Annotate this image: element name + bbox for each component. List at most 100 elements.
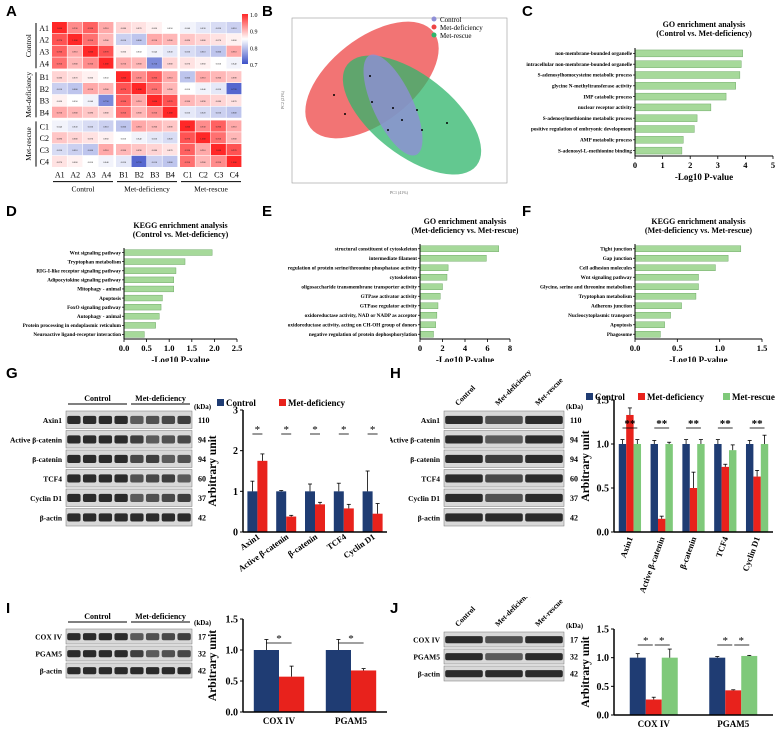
bar-oxidoreductase-activity-nad-or-nadp-as-acceptor	[419, 312, 438, 319]
western-blot-j: Control Met-deficiency Met-rescue (kDa) COX …	[413, 597, 584, 682]
heatmap-cell-value: 0.910	[121, 63, 127, 66]
heatmap-col-label: B2	[135, 171, 144, 180]
heatmap-cell	[147, 57, 162, 69]
heatmap-cell-value: 0.950	[88, 39, 94, 42]
heatmap-cell-value: 0.900	[216, 76, 222, 79]
bar-oligosaccharide-transmembrane-transporter-activity	[419, 283, 443, 290]
chart-subtitle: (Control vs. Met-deficiency)	[133, 230, 229, 239]
heatmap-cell-value: 0.840	[231, 63, 237, 66]
blot-band	[445, 454, 483, 464]
heatmap-cell	[116, 45, 131, 57]
x-tick-label: 4	[743, 160, 748, 170]
category-label: S-adenosylmethionine metabolic process	[543, 116, 632, 122]
heatmap-cell	[67, 94, 83, 106]
heatmap-cell	[98, 144, 114, 156]
bar-cell-adhesion-molecules	[634, 264, 716, 271]
heatmap-cell-value: 0.860	[200, 63, 206, 66]
category-label: PGAM5	[335, 716, 367, 726]
blot-band	[525, 513, 563, 522]
heatmap-cell-value: 0.890	[136, 149, 142, 152]
x-tick-label: 0.0	[630, 343, 641, 353]
heatmap-cell-value: 0.900	[121, 149, 127, 152]
chart-subtitle: (Control vs. Met-deficiency)	[656, 29, 752, 38]
heatmap-cell	[83, 94, 98, 106]
heatmap-cell	[226, 83, 242, 95]
heatmap-cell	[147, 33, 162, 45]
heatmap-cell	[226, 155, 242, 167]
blot-band	[130, 493, 144, 503]
category-label: Cyclin D1	[740, 535, 762, 572]
heatmap-cell-value: 0.800	[72, 88, 78, 91]
heatmap-cell	[98, 22, 114, 34]
x-tick-label: 0.0	[119, 343, 130, 353]
blot-band	[445, 435, 483, 444]
heatmap-cell-value: 0.930	[136, 76, 142, 79]
bar-met-deficiency-catenin	[315, 504, 325, 532]
significance-mark-rescue: *	[659, 635, 665, 647]
heatmap-cell-value: 0.830	[121, 161, 127, 164]
bar-gap-junction	[634, 255, 729, 262]
bar-mitophagy-animal	[123, 285, 174, 293]
heatmap-cell	[195, 83, 211, 95]
heatmap-cell-value: 0.860	[152, 27, 158, 30]
heatmap-cell-value: 0.750	[103, 100, 109, 103]
heatmap-cell-value: 0.820	[88, 126, 94, 129]
blot-band	[82, 667, 97, 675]
panel-letter-c: C	[522, 3, 533, 20]
heatmap-cell-value: 0.960	[88, 27, 94, 30]
heatmap-cell-value: 1.000	[167, 112, 173, 115]
y-tick-label: 1	[233, 487, 238, 498]
heatmap-cell	[211, 106, 226, 118]
heatmap-cell	[162, 22, 178, 34]
panel-letter-i: I	[6, 600, 11, 617]
significance-mark: *	[341, 424, 347, 436]
heatmap-cell-value: 0.960	[185, 149, 191, 152]
significance-mark: *	[276, 633, 282, 645]
category-label: Phagosome	[607, 332, 633, 338]
chart-title: KEGG enrichment analysis	[133, 221, 227, 230]
x-tick-label: 6	[485, 343, 489, 353]
heatmap-row-label: B1	[40, 73, 49, 82]
heatmap-cell-value: 0.960	[152, 76, 158, 79]
bar-met-deficiency-cyclin-d1	[753, 476, 761, 532]
heatmap-cell-value: 0.720	[136, 161, 142, 164]
heatmap-cell	[52, 57, 67, 69]
blot-strip-pgam5	[65, 645, 193, 662]
legend-swatch-control	[586, 393, 593, 400]
heatmap-col-label: B1	[119, 171, 128, 180]
heatmap-cell	[226, 22, 242, 34]
heatmap-cell	[83, 106, 98, 118]
bar-met-rescue-active-catenin	[665, 444, 673, 532]
blot-row-label: β-actin	[418, 670, 441, 679]
blot-kda-value: 94	[198, 435, 206, 444]
heatmap-col-label: B4	[166, 171, 175, 180]
heatmap-cell	[131, 144, 147, 156]
chart-subtitle: (Met-deficiency vs. Met-rescue)	[411, 226, 518, 235]
blot-row-label: β-actin	[40, 667, 63, 676]
heatmap-cell-value: 0.840	[200, 88, 206, 91]
heatmap-cell-value: 0.910	[88, 88, 94, 91]
heatmap-cell	[180, 45, 195, 57]
heatmap-row-label: C4	[40, 158, 49, 167]
heatmap-cell-value: 0.810	[121, 39, 127, 42]
blot-kda-value: 37	[570, 494, 578, 503]
chart-title: GO enrichment analysis	[663, 20, 746, 29]
heatmap-col-label: A2	[70, 171, 80, 180]
heatmap-cell-value: 0.810	[57, 88, 63, 91]
blot-band	[445, 415, 483, 425]
heatmap-cell-value: 1.000	[103, 63, 109, 66]
category-label: positive regulation of embryonic develop…	[531, 127, 632, 133]
heatmap-cell	[131, 94, 147, 106]
heatmap-cell-value: 0.900	[200, 161, 206, 164]
heatmap-cell-value: 0.900	[72, 112, 78, 115]
significance-mark: *	[370, 424, 376, 436]
category-label: Axin1	[618, 535, 635, 559]
blot-band	[82, 650, 97, 658]
bar-met-deficiency-tcf4	[343, 508, 354, 532]
blot-kda-value: 37	[198, 494, 206, 503]
category-label: Tryptophan metabolism	[579, 294, 633, 300]
heatmap-cell	[147, 71, 162, 83]
blot-band	[114, 435, 128, 444]
heatmap-cell-value: 0.870	[88, 137, 94, 140]
heatmap-cell-value: 0.850	[88, 161, 94, 164]
